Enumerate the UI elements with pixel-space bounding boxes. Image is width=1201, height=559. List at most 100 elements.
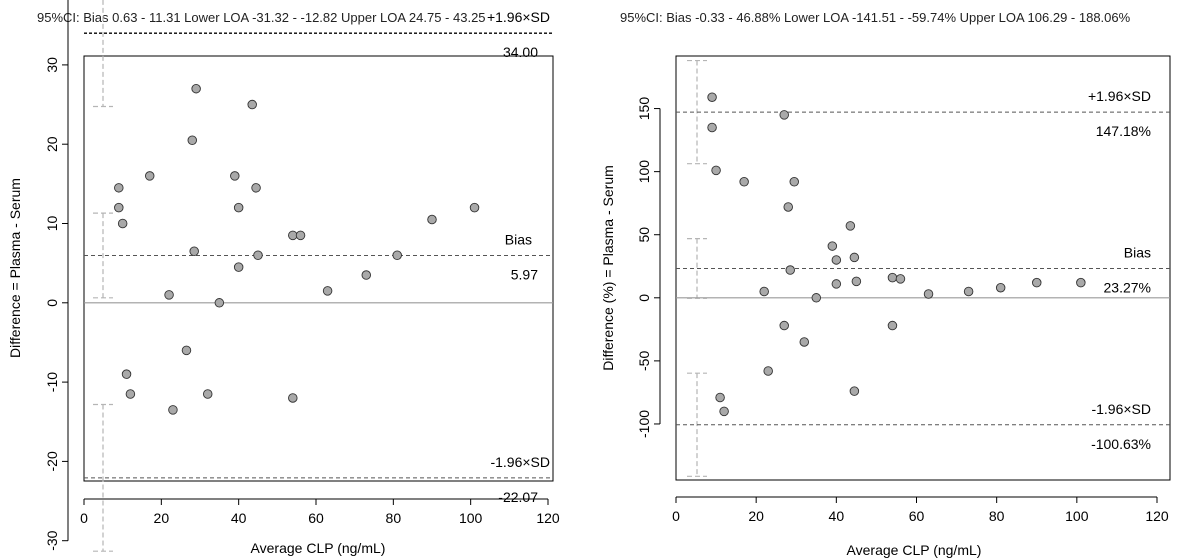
data-point [789, 176, 799, 187]
data-point [125, 389, 136, 399]
ci-subtitle: 95%CI: Bias -0.33 - 46.88% Lower LOA -14… [620, 10, 1131, 25]
reference-lines-layer: +1.96×SD 147.18% Bias 23.27% -1.96×SD -100.63… [676, 88, 1170, 452]
data-point [799, 337, 810, 347]
data-point [779, 110, 789, 120]
reference-label-bias: Bias [505, 231, 532, 247]
reference-value-lower: -22.07 [498, 489, 538, 505]
reference-label-bias: Bias [1124, 244, 1151, 260]
data-point [181, 345, 192, 356]
y-axis-ticks: -30-20-10010203040 [44, 0, 69, 551]
reference-value-lower: -100.63% [1091, 436, 1151, 452]
data-point [715, 392, 725, 403]
ci-bars-layer [93, 0, 113, 552]
data-point [114, 183, 124, 193]
x-tick-label: 40 [829, 508, 845, 524]
data-point [427, 214, 437, 225]
x-tick-label: 60 [308, 510, 324, 526]
data-point [230, 171, 240, 181]
y-axis-ticks: -100 -50 0 50 100 150 [636, 97, 661, 438]
data-point [995, 282, 1006, 293]
data-point [923, 289, 934, 299]
data-point [779, 320, 789, 331]
y-tick-label: -30 [44, 530, 60, 550]
data-point [887, 272, 898, 283]
x-tick-label: 80 [386, 510, 402, 526]
x-tick-label: 20 [748, 508, 764, 524]
y-tick-label: 30 [44, 57, 60, 73]
x-tick-label: 20 [154, 510, 170, 526]
x-tick-label: 100 [459, 510, 483, 526]
y-tick-label: 100 [636, 160, 652, 184]
data-point [295, 230, 306, 241]
data-point [121, 369, 132, 379]
x-tick-label: 80 [989, 508, 1005, 524]
y-tick-label: 50 [636, 227, 652, 243]
reference-label-upper: +1.96×SD [1088, 88, 1151, 104]
data-point [827, 241, 838, 251]
ci-subtitle: 95%CI: Bias 0.63 - 11.31 Lower LOA -31.3… [37, 10, 486, 25]
data-point [202, 389, 213, 399]
plot-frame [83, 55, 554, 482]
data-point [1076, 277, 1086, 288]
data-point [759, 286, 769, 297]
data-point [191, 83, 201, 94]
data-point [214, 298, 225, 308]
y-tick-label: 0 [636, 294, 652, 302]
data-point [187, 135, 198, 145]
data-point [783, 202, 793, 212]
data-point [117, 218, 128, 229]
reference-value-upper: 34.00 [503, 44, 538, 60]
data-point [739, 176, 749, 187]
bland-altman-plot-percent: 95%CI: Bias -0.33 - 46.88% Lower LOA -14… [600, 10, 1171, 558]
reference-value-upper: 147.18% [1096, 123, 1151, 139]
data-point [233, 202, 244, 213]
reference-value-bias: 23.27% [1104, 279, 1151, 295]
x-tick-label: 100 [1065, 508, 1089, 524]
data-point [887, 320, 898, 331]
data-point [719, 406, 729, 417]
y-axis-label: Difference = Plasma - Serum [7, 178, 23, 358]
data-point [251, 183, 261, 193]
x-tick-label: 120 [1145, 508, 1169, 524]
data-point [763, 366, 773, 376]
y-axis-label: Difference (%) = Plasma - Serum [600, 165, 616, 371]
x-axis-ticks: 0 20 40 60 80 100 120 [80, 498, 560, 526]
y-tick-label: -50 [636, 351, 652, 371]
y-tick-label: -20 [44, 451, 60, 471]
data-point [164, 290, 174, 300]
reference-lines-layer: +1.96×SD 34.00 Bias 5.97 -1.96×SD -22.07 [84, 9, 553, 505]
data-point [849, 252, 860, 263]
data-point [895, 274, 906, 284]
data-point [831, 279, 842, 289]
x-axis-ticks: 0 20 40 60 80 100 120 [672, 496, 1169, 524]
data-point [253, 250, 263, 260]
data-point [707, 92, 717, 102]
data-point [322, 286, 333, 296]
x-tick-label: 60 [909, 508, 925, 524]
x-tick-label: 40 [231, 510, 247, 526]
data-point [233, 262, 244, 272]
data-point [811, 293, 822, 303]
reference-label-lower: -1.96×SD [1091, 401, 1151, 417]
reference-label-lower: -1.96×SD [490, 454, 550, 470]
reference-label-upper: +1.96×SD [487, 9, 550, 25]
data-point [851, 276, 862, 287]
x-tick-label: 0 [80, 510, 88, 526]
data-point [288, 393, 298, 403]
y-tick-label: 20 [44, 136, 60, 152]
x-tick-label: 0 [672, 508, 680, 524]
y-tick-label: -100 [636, 410, 652, 438]
data-point [785, 265, 795, 275]
data-point [469, 202, 480, 213]
x-tick-label: 120 [536, 510, 560, 526]
x-axis-label: Average CLP (ng/mL) [847, 542, 982, 558]
data-point [189, 246, 199, 257]
points-layer [707, 92, 1086, 417]
data-point [144, 171, 155, 181]
data-point [361, 270, 372, 280]
reference-value-bias: 5.97 [511, 266, 538, 282]
y-tick-label: -10 [44, 372, 60, 392]
data-point [845, 221, 856, 231]
data-point [963, 286, 974, 297]
